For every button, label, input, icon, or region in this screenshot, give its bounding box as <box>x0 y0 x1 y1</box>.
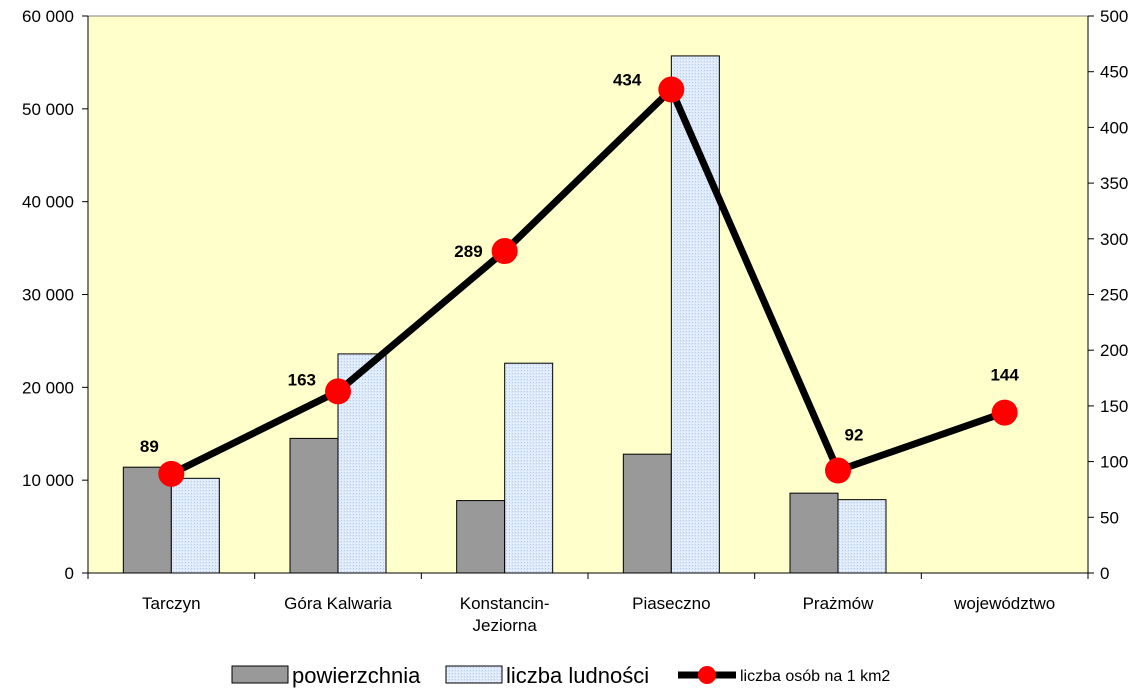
y-left-tick-label-3: 30 000 <box>22 286 74 305</box>
bar-powierzchnia-2 <box>456 500 506 574</box>
y-right-tick-label-7: 350 <box>1100 174 1128 193</box>
legend-label-powierzchnia: powierzchnia <box>292 663 421 688</box>
data-label-5: 144 <box>990 366 1019 385</box>
legend-swatch-marker <box>698 666 716 684</box>
y-right-tick-label-4: 200 <box>1100 341 1128 360</box>
y-left-tick-label-5: 50 000 <box>22 100 74 119</box>
data-label-2: 289 <box>454 242 482 261</box>
data-label-0: 89 <box>140 437 159 456</box>
data-label-1: 163 <box>288 370 316 389</box>
y-left-tick-label-2: 20 000 <box>22 378 74 397</box>
x-tick-label-5: województwo <box>953 594 1055 613</box>
line-marker-5 <box>991 399 1018 426</box>
y-right-tick-label-8: 400 <box>1100 118 1128 137</box>
plot-area <box>87 15 1089 574</box>
y-right-tick-label-9: 450 <box>1100 63 1128 82</box>
legend-label-liczba-osob: liczba osób na 1 km2 <box>740 668 890 685</box>
x-tick-label-2: Konstancin-Jeziorna <box>460 594 550 635</box>
line-marker-1 <box>325 378 351 405</box>
y-right-tick-label-10: 500 <box>1100 7 1128 26</box>
line-marker-0 <box>158 460 185 487</box>
y-left-tick-label-6: 60 000 <box>22 7 74 26</box>
line-marker-3 <box>658 76 685 103</box>
bar-powierzchnia-3 <box>622 453 672 574</box>
y-right-tick-label-1: 50 <box>1100 508 1119 527</box>
x-tick-label-3: Piaseczno <box>632 594 710 613</box>
legend-label-liczba-ludnosci: liczba ludności <box>506 663 649 688</box>
y-left-tick-label-4: 40 000 <box>22 193 74 212</box>
line-marker-2 <box>491 238 518 265</box>
y-right-tick-label-0: 0 <box>1100 564 1109 583</box>
y-right-tick-label-2: 100 <box>1100 453 1128 472</box>
x-tick-label-0: Tarczyn <box>142 594 201 613</box>
line-liczba-osob <box>169 86 1006 477</box>
bar-powierzchnia-1 <box>289 437 339 574</box>
bar-liczba-ludnosci-2 <box>504 362 554 574</box>
bar-liczba-ludnosci-4 <box>837 499 887 574</box>
y-left-tick-label-1: 10 000 <box>22 471 74 490</box>
data-label-4: 92 <box>845 426 864 445</box>
x-tick-label-1: Góra Kalwaria <box>284 594 392 613</box>
legend-swatch-liczba-ludnosci <box>445 665 503 684</box>
data-label-3: 434 <box>613 71 642 90</box>
x-tick-label-4: Prażmów <box>803 594 875 613</box>
legend-swatch-powierzchnia <box>231 665 289 684</box>
bar-powierzchnia-0 <box>122 466 172 574</box>
y-right-tick-label-5: 250 <box>1100 286 1128 305</box>
y-right-tick-label-3: 150 <box>1100 397 1128 416</box>
bar-powierzchnia-4 <box>789 492 839 574</box>
y-left-tick-label-0: 0 <box>65 564 74 583</box>
bar-liczba-ludnosci-0 <box>170 477 220 574</box>
y-right-tick-label-6: 300 <box>1100 230 1128 249</box>
legend: powierzchnia liczba ludności liczba osób n… <box>231 663 890 688</box>
bar-liczba-ludnosci-3 <box>670 55 720 574</box>
line-marker-4 <box>825 457 851 484</box>
